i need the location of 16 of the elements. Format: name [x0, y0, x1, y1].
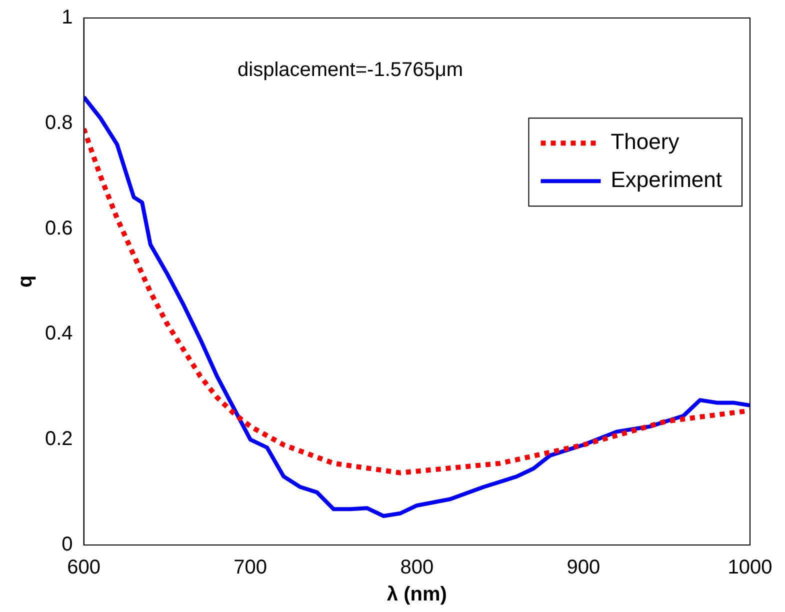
y-tick-label: 1 [62, 6, 73, 29]
annotation: displacement=-1.5765μm [238, 59, 464, 82]
x-axis-title: λ (nm) [386, 584, 447, 606]
x-tick-label: 900 [566, 556, 600, 579]
y-tick-label: 0.4 [44, 322, 73, 345]
x-tick-label: 800 [400, 556, 434, 579]
y-tick-label: 0.8 [44, 112, 73, 134]
y-tick-label: 0 [62, 534, 73, 556]
legend-label: Thoery [610, 129, 680, 154]
x-tick-label: 700 [234, 556, 268, 579]
y-axis-title: q [14, 275, 37, 288]
x-tick-label: 1000 [728, 556, 772, 579]
y-tick-label: 0.2 [44, 428, 73, 450]
y-tick-label: 0.6 [44, 217, 73, 240]
x-tick-label: 600 [67, 556, 100, 579]
legend-label: Experiment [610, 167, 722, 192]
